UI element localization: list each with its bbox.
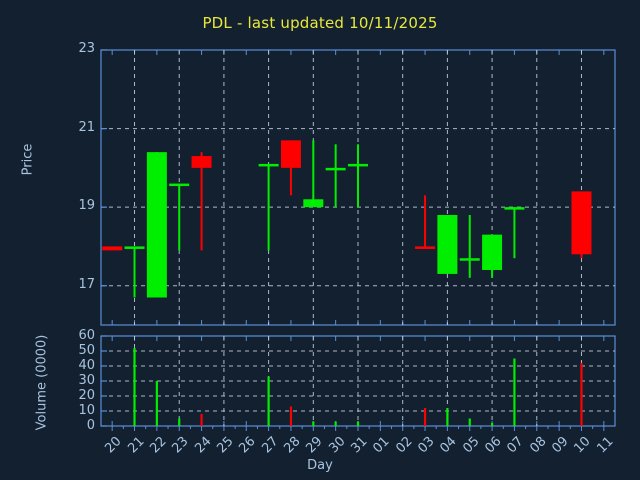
candle-body: [415, 246, 436, 249]
candle-body: [191, 156, 212, 168]
candle-body: [437, 215, 458, 274]
candle-body: [482, 234, 503, 270]
price-tick-label: 19: [78, 198, 95, 214]
candle-body: [459, 258, 480, 261]
candle-body: [504, 207, 525, 210]
candle-body: [258, 163, 279, 167]
candle-body: [146, 152, 167, 298]
chart-title: PDL - last updated 10/11/2025: [202, 14, 438, 32]
candle-body: [325, 167, 346, 171]
candle-body: [102, 246, 123, 251]
candle-body: [303, 199, 324, 208]
volume-tick-label: 30: [78, 373, 95, 388]
candle-body: [169, 183, 190, 187]
candle-body: [348, 163, 368, 167]
volume-tick-label: 20: [78, 388, 95, 403]
price-tick-label: 23: [78, 41, 95, 56]
volume-tick-label: 50: [78, 343, 95, 358]
volume-tick-label: 40: [78, 358, 95, 373]
price-tick-label: 17: [78, 276, 95, 292]
day-axis-label: Day: [307, 458, 333, 473]
candle-body: [571, 191, 592, 255]
volume-tick-label: 0: [86, 418, 95, 433]
volume-tick-label: 60: [78, 328, 95, 343]
price-tick-label: 21: [78, 119, 95, 135]
candle-body: [280, 140, 301, 168]
candle-body: [124, 246, 145, 249]
volume-tick-label: 10: [78, 403, 95, 418]
